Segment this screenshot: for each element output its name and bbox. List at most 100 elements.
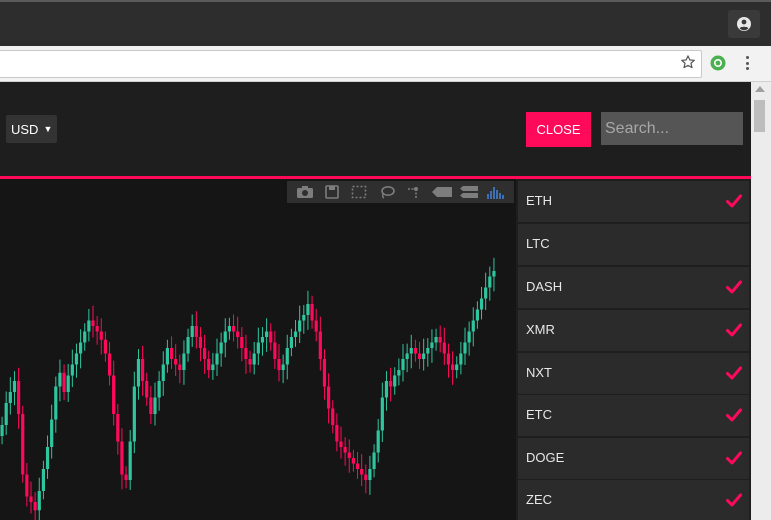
candle-body bbox=[161, 364, 165, 381]
candle-body bbox=[33, 502, 37, 511]
candle-body bbox=[351, 458, 355, 464]
candle-body bbox=[248, 359, 252, 365]
candle-body bbox=[289, 337, 293, 348]
candle-body bbox=[322, 359, 327, 387]
coin-label: DOGE bbox=[526, 450, 565, 465]
candle-body bbox=[145, 381, 149, 398]
candle-body bbox=[95, 326, 99, 332]
candle-body bbox=[182, 353, 186, 370]
address-bar[interactable] bbox=[0, 50, 702, 78]
candle-body bbox=[471, 320, 475, 332]
candlestick-plot bbox=[0, 257, 496, 520]
checkmark-icon bbox=[726, 408, 742, 422]
coin-item-nxt[interactable]: NXT bbox=[518, 353, 749, 394]
coin-item-ltc[interactable]: LTC bbox=[518, 224, 749, 265]
candle-body bbox=[355, 463, 360, 469]
candle-body bbox=[153, 397, 157, 414]
bookmark-star-icon[interactable] bbox=[678, 52, 698, 72]
candle-body bbox=[401, 359, 405, 370]
candle-body bbox=[70, 364, 74, 376]
coin-item-etc[interactable]: ETC bbox=[518, 395, 749, 436]
candle-body bbox=[422, 353, 426, 359]
candle-body bbox=[87, 320, 91, 332]
candle-body bbox=[269, 331, 273, 343]
candle-body bbox=[41, 469, 45, 491]
candle-body bbox=[389, 381, 393, 387]
plotly-logo-icon[interactable] bbox=[485, 183, 507, 201]
candle-body bbox=[107, 353, 112, 376]
coin-item-dash[interactable]: DASH bbox=[518, 267, 749, 308]
scroll-thumb[interactable] bbox=[754, 100, 765, 132]
candle-body bbox=[318, 331, 322, 359]
candle-body bbox=[277, 359, 281, 370]
candle-body bbox=[467, 331, 471, 343]
candle-body bbox=[298, 320, 302, 332]
candle-body bbox=[236, 331, 240, 337]
candle-body bbox=[376, 430, 380, 453]
profile-button[interactable] bbox=[728, 10, 760, 38]
checkmark-icon bbox=[726, 366, 742, 380]
candle-body bbox=[124, 474, 128, 480]
save-icon[interactable] bbox=[321, 183, 343, 201]
candle-body bbox=[132, 386, 136, 442]
search-input[interactable] bbox=[601, 112, 743, 145]
checkmark-icon bbox=[726, 323, 742, 337]
candle-body bbox=[488, 276, 492, 288]
currency-select[interactable]: USD ▼ bbox=[6, 115, 57, 143]
candle-body bbox=[157, 381, 161, 398]
candle-body bbox=[169, 348, 174, 359]
browser-menu-icon[interactable] bbox=[740, 54, 754, 72]
candle-body bbox=[293, 331, 298, 337]
candle-body bbox=[339, 441, 343, 447]
checkmark-icon bbox=[726, 280, 742, 294]
candle-body bbox=[190, 326, 194, 337]
candle-body bbox=[417, 353, 422, 359]
scrollbar[interactable] bbox=[751, 82, 771, 520]
scroll-up-arrow-icon[interactable] bbox=[755, 86, 765, 92]
candle-body bbox=[285, 348, 289, 365]
coin-item-doge[interactable]: DOGE bbox=[518, 438, 749, 479]
candle-body bbox=[83, 331, 87, 343]
candle-body bbox=[430, 342, 434, 348]
candle-body bbox=[434, 337, 438, 343]
candle-body bbox=[223, 331, 227, 343]
browser-toolbar bbox=[0, 46, 771, 82]
coin-item-xmr[interactable]: XMR bbox=[518, 310, 749, 351]
lasso-icon[interactable] bbox=[376, 183, 398, 201]
candle-body bbox=[384, 381, 389, 398]
candle-body bbox=[165, 348, 169, 365]
candle-body bbox=[426, 348, 430, 354]
camera-icon[interactable] bbox=[294, 183, 316, 201]
coin-label: LTC bbox=[526, 236, 550, 251]
coin-item-eth[interactable]: ETH bbox=[518, 181, 749, 222]
coin-label: ETC bbox=[526, 407, 552, 422]
select-box-icon[interactable] bbox=[348, 183, 370, 201]
dropdown-caret-icon: ▼ bbox=[43, 124, 53, 134]
candle-body bbox=[244, 348, 248, 359]
hover-closest-icon[interactable] bbox=[431, 183, 453, 201]
candle-body bbox=[178, 364, 182, 370]
close-button[interactable]: CLOSE bbox=[526, 112, 591, 147]
price-chart[interactable] bbox=[0, 179, 516, 520]
coin-item-zec[interactable]: ZEC bbox=[518, 480, 749, 520]
candle-body bbox=[335, 425, 339, 442]
candle-body bbox=[455, 364, 459, 370]
candle-body bbox=[265, 331, 269, 337]
candle-body bbox=[380, 397, 384, 431]
candle-body bbox=[393, 375, 397, 387]
candle-body bbox=[479, 298, 484, 310]
candle-body bbox=[12, 381, 17, 392]
candle-body bbox=[227, 326, 231, 332]
coin-label: NXT bbox=[526, 365, 552, 380]
chart-modebar bbox=[287, 181, 514, 203]
candle-body bbox=[231, 326, 236, 332]
candle-body bbox=[256, 342, 260, 354]
candle-body bbox=[66, 375, 70, 392]
candle-body bbox=[29, 496, 33, 502]
hover-compare-icon[interactable] bbox=[458, 183, 480, 201]
coin-list: ETH LTC DASH XMR NXT ETC DOGE ZEC bbox=[516, 179, 751, 520]
extension-icon[interactable] bbox=[709, 54, 727, 72]
candle-body bbox=[451, 364, 455, 370]
candle-body bbox=[58, 372, 62, 387]
spike-lines-icon[interactable] bbox=[403, 183, 425, 201]
